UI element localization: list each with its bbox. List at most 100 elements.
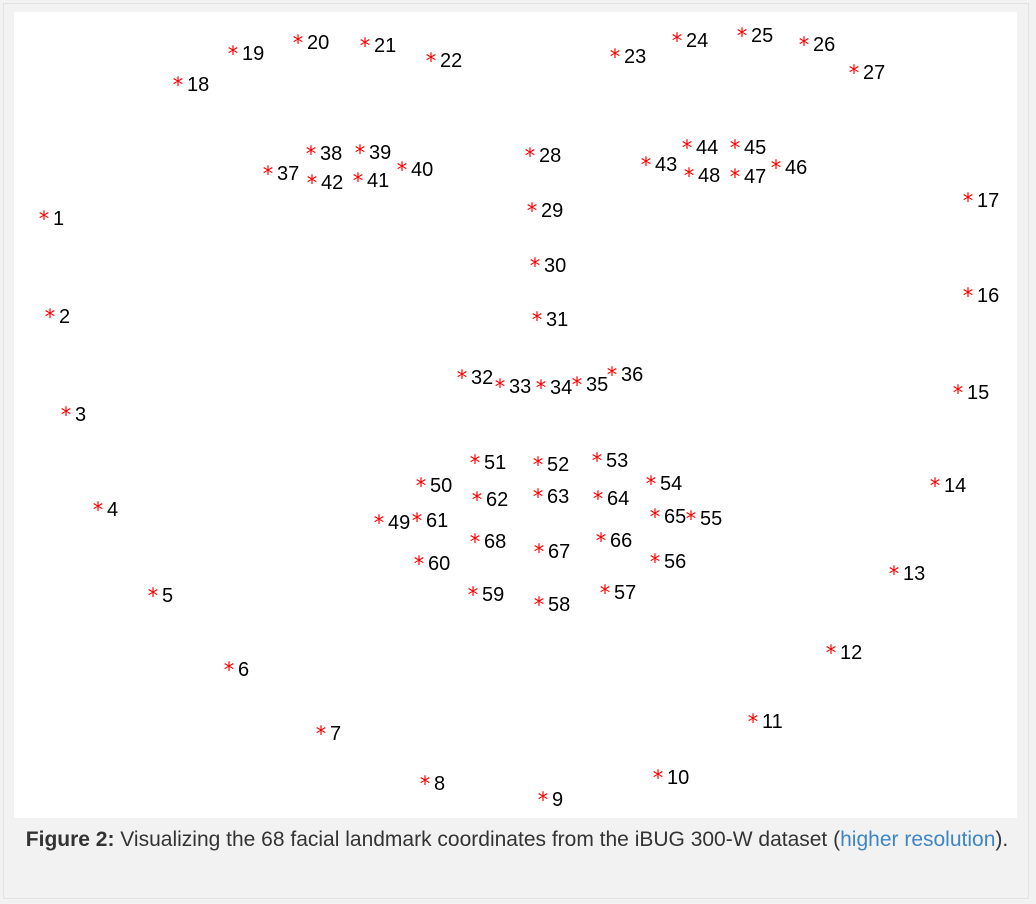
landmark-15: * 15 [953,381,990,405]
landmark-label-37: 37 [277,163,299,185]
figure-caption: Figure 2: Visualizing the 68 facial land… [4,822,1030,857]
landmark-marker-5: * [148,584,159,608]
landmark-marker-46: * [771,156,782,180]
landmark-label-46: 46 [785,157,807,179]
landmark-4: * 4 [93,498,118,522]
landmark-marker-9: * [538,788,549,812]
landmark-marker-53: * [592,449,603,473]
landmark-marker-64: * [593,487,604,511]
landmark-label-57: 57 [614,582,636,604]
landmark-label-23: 23 [624,46,646,68]
landmark-19: * 19 [228,42,265,66]
landmark-label-16: 16 [977,285,999,307]
landmark-marker-13: * [889,562,900,586]
landmark-marker-3: * [61,403,72,427]
landmark-30: * 30 [530,254,567,278]
landmark-35: * 35 [572,373,609,397]
landmark-marker-37: * [263,162,274,186]
landmark-marker-62: * [472,488,483,512]
landmark-marker-55: * [686,507,697,531]
landmark-marker-22: * [426,49,437,73]
landmark-marker-7: * [316,722,327,746]
landmark-32: * 32 [457,366,494,390]
landmark-label-31: 31 [546,309,568,331]
landmark-marker-34: * [536,376,547,400]
landmark-label-51: 51 [484,452,506,474]
landmark-label-28: 28 [539,145,561,167]
landmark-10: * 10 [653,766,690,790]
landmark-label-9: 9 [552,789,563,811]
landmark-marker-32: * [457,366,468,390]
landmark-marker-61: * [412,509,423,533]
landmark-29: * 29 [527,199,564,223]
landmark-62: * 62 [472,488,509,512]
landmark-marker-27: * [849,61,860,85]
landmark-47: * 47 [730,165,767,189]
landmark-55: * 55 [686,507,723,531]
landmark-3: * 3 [61,403,86,427]
landmark-marker-12: * [826,641,837,665]
landmark-label-56: 56 [664,551,686,573]
landmark-68: * 68 [470,530,507,554]
landmark-marker-43: * [641,153,652,177]
landmark-marker-40: * [397,158,408,182]
landmark-label-54: 54 [660,473,682,495]
landmark-label-3: 3 [75,404,86,426]
landmark-marker-63: * [533,485,544,509]
landmark-label-65: 65 [664,506,686,528]
landmark-label-42: 42 [321,172,343,194]
landmark-label-40: 40 [411,159,433,181]
landmark-marker-45: * [730,136,741,160]
landmark-marker-66: * [596,529,607,553]
landmark-marker-60: * [414,552,425,576]
landmark-label-60: 60 [428,553,450,575]
landmark-label-49: 49 [388,512,410,534]
landmark-12: * 12 [826,641,863,665]
landmark-marker-2: * [45,305,56,329]
landmark-label-58: 58 [548,594,570,616]
landmark-marker-17: * [963,189,974,213]
figure-frame: * 1 * 2 * 3 * 4 * 5 * 6 * 7 * 8 * 9 * 10 * 11 * 12 * 13 * 14 * 15 * 16 *… [3,3,1029,899]
landmark-label-27: 27 [863,62,885,84]
landmark-39: * 39 [355,141,392,165]
landmark-9: * 9 [538,788,563,812]
landmark-25: * 25 [737,24,774,48]
landmark-label-29: 29 [541,200,563,222]
landmark-label-8: 8 [434,773,445,795]
landmark-label-44: 44 [696,137,718,159]
caption-text: Visualizing the 68 facial landmark coord… [114,828,841,851]
landmark-marker-20: * [293,31,304,55]
landmark-marker-39: * [355,141,366,165]
landmark-marker-59: * [468,583,479,607]
landmark-41: * 41 [353,169,390,193]
higher-resolution-link[interactable]: higher resolution [840,828,996,851]
landmark-label-14: 14 [944,475,966,497]
landmark-marker-21: * [360,34,371,58]
landmark-label-38: 38 [320,143,342,165]
landmark-56: * 56 [650,550,687,574]
landmark-marker-19: * [228,42,239,66]
landmark-label-33: 33 [509,376,531,398]
landmark-37: * 37 [263,162,300,186]
landmark-label-47: 47 [744,166,766,188]
landmark-63: * 63 [533,485,570,509]
landmark-marker-51: * [470,451,481,475]
landmark-label-62: 62 [486,489,508,511]
landmark-marker-11: * [748,710,759,734]
landmark-51: * 51 [470,451,507,475]
landmark-label-18: 18 [187,74,209,96]
landmark-marker-38: * [306,142,317,166]
landmark-marker-48: * [684,164,695,188]
landmark-24: * 24 [672,29,709,53]
landmark-50: * 50 [416,474,453,498]
landmark-marker-42: * [307,171,318,195]
landmark-marker-49: * [374,511,385,535]
landmark-48: * 48 [684,164,721,188]
landmark-64: * 64 [593,487,630,511]
landmark-53: * 53 [592,449,629,473]
landmark-label-2: 2 [59,306,70,328]
landmark-33: * 33 [495,375,532,399]
landmark-label-1: 1 [53,208,64,230]
landmark-marker-50: * [416,474,427,498]
landmark-65: * 65 [650,505,687,529]
